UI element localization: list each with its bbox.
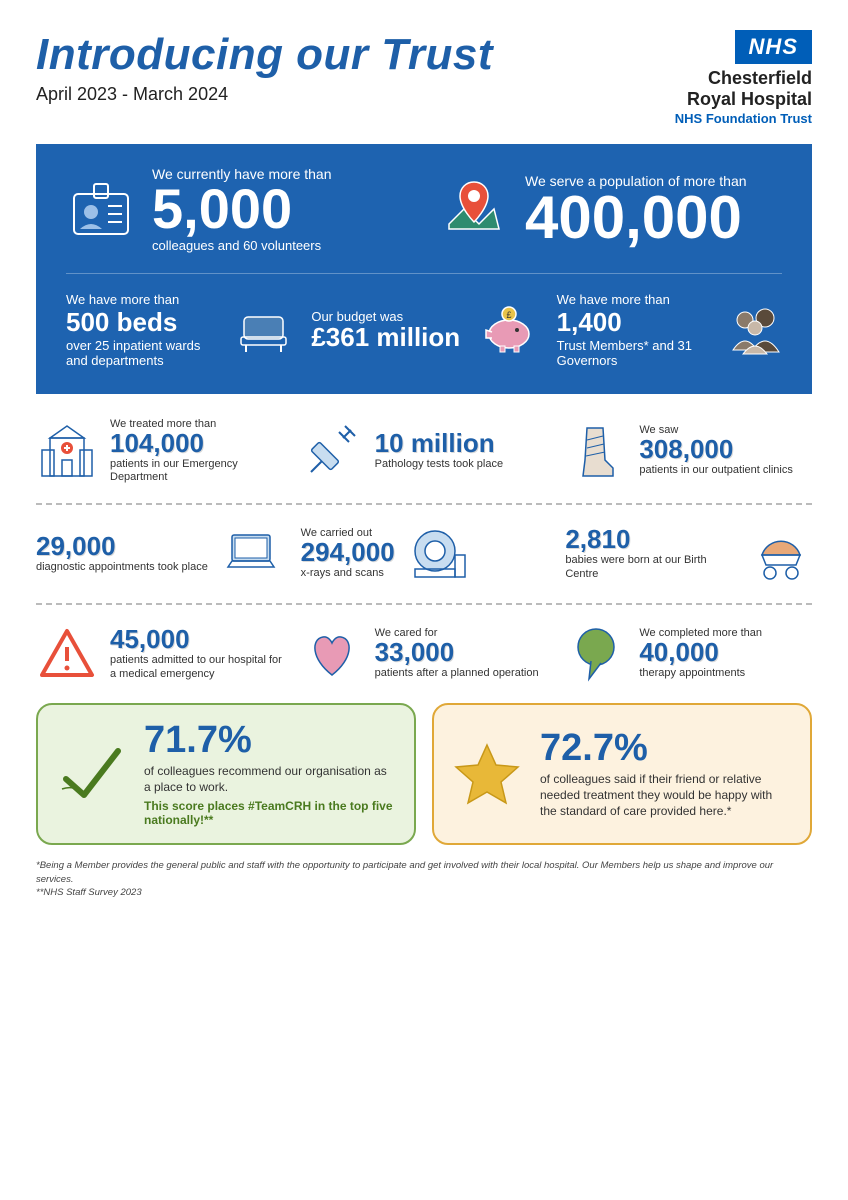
diagnostic-sub: diagnostic appointments took place [36, 561, 208, 575]
babies-number: 2,810 [565, 526, 738, 552]
scanner-icon [407, 523, 469, 585]
green-pct: 71.7% [144, 721, 396, 759]
green-highlight: This score places #TeamCRH in the top fi… [144, 799, 396, 827]
id-badge-icon [66, 174, 136, 244]
therapy-sub: therapy appointments [639, 667, 762, 681]
pathology-sub: Pathology tests took place [375, 458, 503, 472]
pram-icon [750, 523, 812, 585]
piggybank-icon: £ [482, 302, 537, 357]
footnote-1: *Being a Member provides the general pub… [36, 859, 812, 886]
outpatient-number: 308,000 [639, 436, 792, 462]
speech-bubble-icon [565, 623, 627, 685]
stat-budget: Our budget was £361 million £ [311, 292, 536, 368]
ed-sub: patients in our Emergency Department [110, 458, 283, 486]
members-lead: We have more than [557, 292, 715, 307]
org-name-line1: Chesterfield [708, 68, 812, 88]
leg-cast-icon [565, 420, 627, 482]
stats-row-1: We treated more than 104,000 patients in… [36, 418, 812, 486]
bed-icon [236, 302, 291, 357]
footnotes: *Being a Member provides the general pub… [36, 859, 812, 899]
stat-therapy: We completed more than 40,000 therapy ap… [565, 623, 812, 685]
stat-population: We serve a population of more than 400,0… [439, 166, 782, 252]
stat-diagnostic: 29,000 diagnostic appointments took plac… [36, 523, 283, 585]
syringe-icon [301, 420, 363, 482]
box-recommend-care: 72.7% of colleagues said if their friend… [432, 703, 812, 845]
outpatient-sub: patients in our outpatient clinics [639, 464, 792, 478]
xrays-sub: x-rays and scans [301, 567, 395, 581]
stat-xrays: We carried out 294,000 x-rays and scans [301, 523, 548, 585]
beds-sub: over 25 inpatient wards and departments [66, 338, 224, 368]
nhs-badge: NHS [735, 30, 812, 64]
separator [36, 503, 812, 505]
beds-lead: We have more than [66, 292, 224, 307]
pathology-number: 10 million [375, 430, 503, 456]
budget-number: £361 million [311, 324, 469, 350]
stat-operated: We cared for 33,000 patients after a pla… [301, 623, 548, 685]
checkmark-icon [56, 739, 126, 809]
org-name-line2: Royal Hospital [687, 89, 812, 109]
stat-emergency-dept: We treated more than 104,000 patients in… [36, 418, 283, 486]
members-sub: Trust Members* and 31 Governors [557, 338, 715, 368]
map-pin-icon [439, 174, 509, 244]
stat-outpatient: We saw 308,000 patients in our outpatien… [565, 418, 812, 486]
footnote-2: **NHS Staff Survey 2023 [36, 886, 812, 899]
box-recommend-work: 71.7% of colleagues recommend our organi… [36, 703, 416, 845]
people-icon [727, 302, 782, 357]
admitted-sub: patients admitted to our hospital for a … [110, 654, 283, 682]
stat-pathology: 10 million Pathology tests took place [301, 418, 548, 486]
page-title: Introducing our Trust [36, 30, 493, 80]
stat-babies: 2,810 babies were born at our Birth Cent… [565, 523, 812, 585]
therapy-number: 40,000 [639, 639, 762, 665]
stat-beds: We have more than 500 beds over 25 inpat… [66, 292, 291, 368]
stat-members: We have more than 1,400 Trust Members* a… [557, 292, 782, 368]
stats-row-3: 45,000 patients admitted to our hospital… [36, 623, 812, 685]
page-subtitle: April 2023 - March 2024 [36, 84, 493, 105]
hospital-icon [36, 420, 98, 482]
green-desc: of colleagues recommend our organisation… [144, 763, 396, 795]
babies-sub: babies were born at our Birth Centre [565, 554, 738, 582]
stats-row-2: 29,000 diagnostic appointments took plac… [36, 523, 812, 585]
colleagues-sub: colleagues and 60 volunteers [152, 238, 332, 253]
operated-number: 33,000 [375, 639, 539, 665]
diagnostic-number: 29,000 [36, 533, 208, 559]
admitted-number: 45,000 [110, 626, 283, 652]
warning-icon [36, 623, 98, 685]
stat-colleagues: We currently have more than 5,000 collea… [66, 166, 409, 252]
svg-text:£: £ [506, 310, 511, 320]
bottom-boxes: 71.7% of colleagues recommend our organi… [36, 703, 812, 845]
population-number: 400,000 [525, 189, 747, 246]
header: Introducing our Trust April 2023 - March… [36, 30, 812, 126]
nhs-logo-block: NHS ChesterfieldRoyal Hospital NHS Found… [675, 30, 812, 126]
operated-sub: patients after a planned operation [375, 667, 539, 681]
org-subtitle: NHS Foundation Trust [675, 111, 812, 126]
colleagues-number: 5,000 [152, 182, 332, 235]
laptop-icon [220, 523, 282, 585]
orange-pct: 72.7% [540, 729, 792, 767]
xrays-number: 294,000 [301, 539, 395, 565]
orange-desc: of colleagues said if their friend or re… [540, 771, 792, 820]
stats-blue-band: We currently have more than 5,000 collea… [36, 144, 812, 393]
heart-icon [301, 623, 363, 685]
members-number: 1,400 [557, 307, 715, 338]
star-icon [452, 739, 522, 809]
separator [36, 603, 812, 605]
beds-number: 500 beds [66, 307, 224, 338]
stat-admitted: 45,000 patients admitted to our hospital… [36, 623, 283, 685]
ed-number: 104,000 [110, 430, 283, 456]
